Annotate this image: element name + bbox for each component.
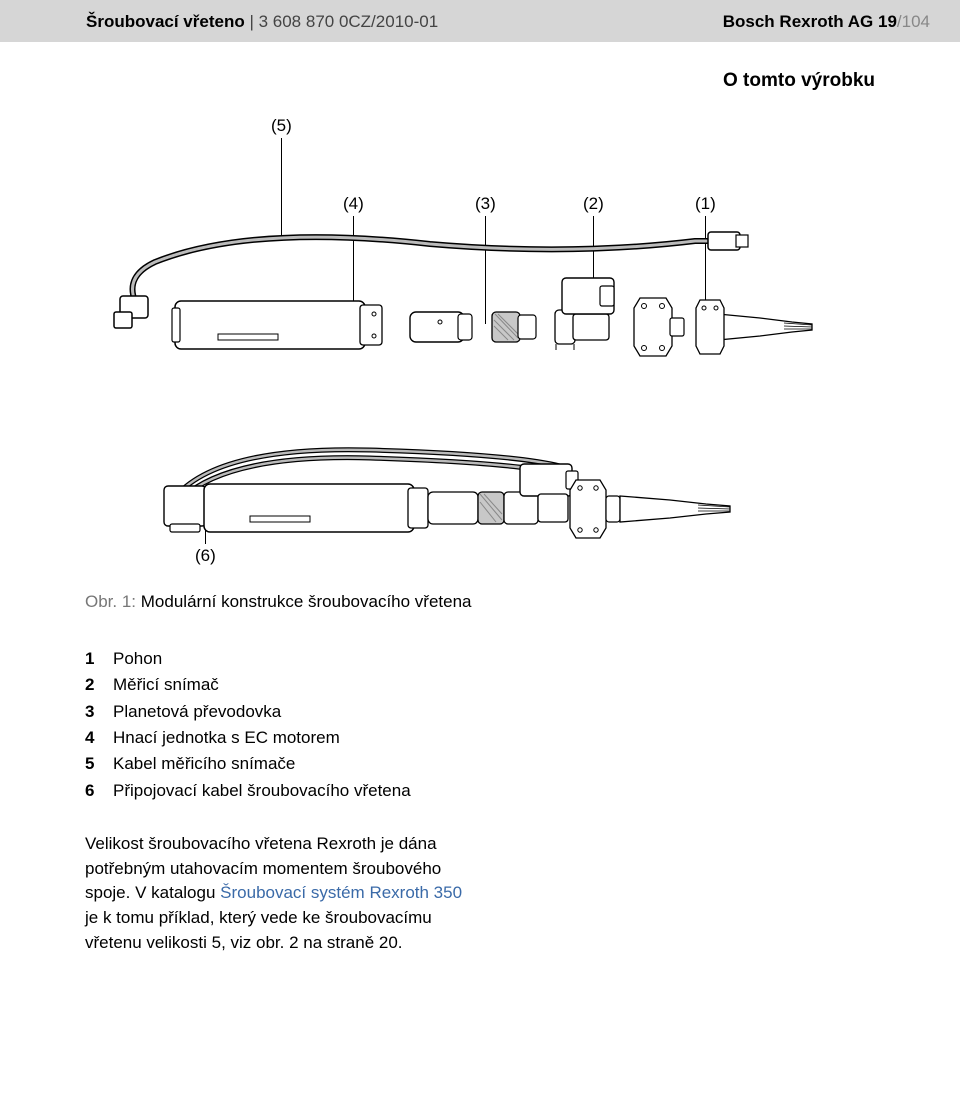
legend-text: Pohon <box>113 646 162 672</box>
caption-text: Modulární konstrukce šroubovacího vřeten… <box>141 592 472 611</box>
legend-text: Hnací jednotka s EC motorem <box>113 725 340 751</box>
page-total: /104 <box>897 12 930 31</box>
legend-item: 5Kabel měřicího snímače <box>85 751 960 777</box>
page-number: 19 <box>878 12 897 31</box>
header-bar: Šroubovací vřeteno | 3 608 870 0CZ/2010-… <box>0 0 960 42</box>
callout-5: (5) <box>271 116 292 136</box>
caption-label: Obr. 1: <box>85 592 136 611</box>
legend-text: Kabel měřicího snímače <box>113 751 295 777</box>
callout-2: (2) <box>583 194 604 214</box>
figure-area: (5) (4) (3) (2) (1) (6) <box>85 116 875 586</box>
legend-text: Planetová převodovka <box>113 699 281 725</box>
header-right: Bosch Rexroth AG 19/104 <box>723 12 930 32</box>
para-part2: je k tomu příklad, který vede ke šroubov… <box>85 908 432 952</box>
callout-line-5 <box>281 138 282 238</box>
legend-num: 3 <box>85 699 113 725</box>
legend-item: 4Hnací jednotka s EC motorem <box>85 725 960 751</box>
legend-item: 3Planetová převodovka <box>85 699 960 725</box>
legend-item: 6Připojovací kabel šroubovacího vřetena <box>85 778 960 804</box>
doc-code: 3 608 870 0CZ/2010-01 <box>259 12 439 31</box>
exploded-diagram <box>100 226 870 386</box>
callout-1: (1) <box>695 194 716 214</box>
legend-num: 1 <box>85 646 113 672</box>
legend-num: 2 <box>85 672 113 698</box>
legend-num: 6 <box>85 778 113 804</box>
legend-num: 5 <box>85 751 113 777</box>
header-left: Šroubovací vřeteno | 3 608 870 0CZ/2010-… <box>86 12 438 32</box>
legend-item: 1Pohon <box>85 646 960 672</box>
legend-num: 4 <box>85 725 113 751</box>
doc-sep: | <box>245 12 259 31</box>
section-title: O tomto výrobku <box>0 42 960 92</box>
figure-caption: Obr. 1: Modulární konstrukce šroubovacíh… <box>85 592 960 612</box>
assembled-diagram <box>140 436 860 566</box>
body-paragraph: Velikost šroubovacího vřetena Rexroth je… <box>85 832 465 955</box>
legend-list: 1Pohon 2Měřicí snímač 3Planetová převodo… <box>85 646 960 804</box>
callout-3: (3) <box>475 194 496 214</box>
company-name: Bosch Rexroth AG <box>723 12 874 31</box>
legend-text: Připojovací kabel šroubovacího vřetena <box>113 778 411 804</box>
doc-title: Šroubovací vřeteno <box>86 12 245 31</box>
callout-4: (4) <box>343 194 364 214</box>
legend-item: 2Měřicí snímač <box>85 672 960 698</box>
legend-text: Měřicí snímač <box>113 672 219 698</box>
para-link: Šroubovací systém Rexroth 350 <box>220 883 462 902</box>
